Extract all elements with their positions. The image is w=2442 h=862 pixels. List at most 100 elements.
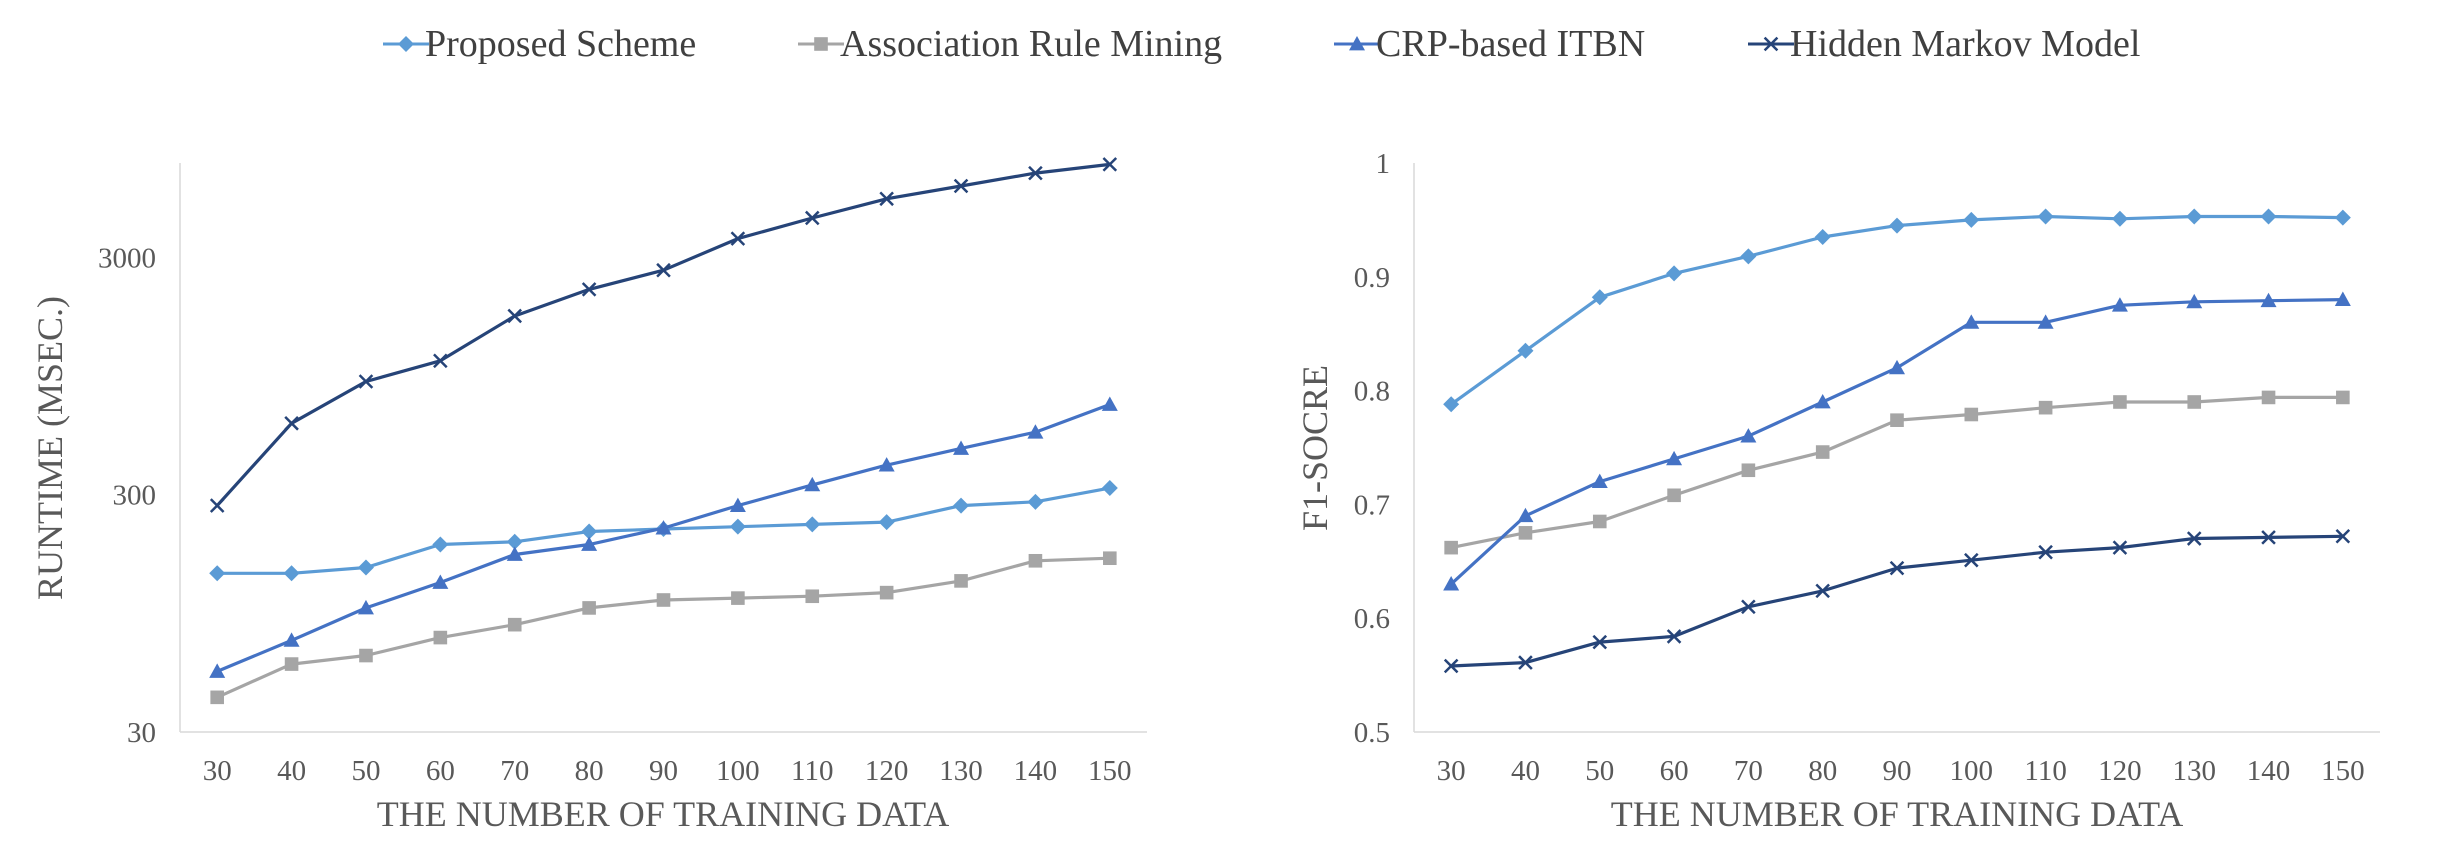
f1-data-point (1964, 407, 1979, 422)
runtime-data-point (954, 574, 968, 588)
f1-data-point (2112, 540, 2128, 555)
runtime-data-point (357, 559, 374, 576)
runtime-data-point (284, 415, 299, 431)
runtime-data-point (730, 231, 746, 246)
f1-series-crp-based-itbn (1443, 291, 2351, 591)
runtime-x-tick-label: 140 (1014, 755, 1058, 787)
runtime-x-tick-label: 130 (939, 755, 983, 787)
f1-data-point (1667, 488, 1681, 503)
runtime-data-point (507, 617, 522, 632)
runtime-series-proposed-scheme (209, 480, 1118, 582)
f1-x-ticks: 30 40 50 60 70 80 90 100 110 120 130 140 150 (1437, 755, 2365, 787)
runtime-data-point (1027, 493, 1044, 510)
runtime-y-tick-label: 3000 (98, 242, 156, 274)
f1-y-tick-label: 0.5 (1354, 717, 1390, 749)
runtime-data-point (1103, 551, 1117, 566)
runtime-data-point (805, 589, 820, 604)
runtime-x-tick-label: 50 (351, 755, 380, 787)
f1-x-tick-label: 110 (2024, 755, 2066, 787)
f1-x-tick-label: 30 (1437, 755, 1466, 787)
f1-data-point (2260, 208, 2277, 225)
runtime-data-point (1028, 165, 1043, 181)
f1-x-tick-label: 60 (1660, 755, 1689, 787)
runtime-x-tick-label: 90 (649, 755, 678, 787)
legend-label: Hidden Markov Model (1790, 23, 2140, 65)
f1-x-tick-label: 100 (1950, 755, 1994, 787)
f1-x-tick-label: 70 (1734, 755, 1763, 787)
runtime-data-point (878, 514, 895, 531)
f1-x-tick-label: 50 (1585, 755, 1614, 787)
runtime-x-tick-label: 80 (575, 755, 604, 787)
f1-data-point (2261, 530, 2276, 545)
f1-data-point (1591, 289, 1608, 306)
legend-item-association-rule-mining: Association Rule Mining (798, 23, 1222, 65)
x-icon (1763, 36, 1779, 52)
f1-data-point (1443, 396, 1460, 413)
legend-item-hidden-markov-model: Hidden Markov Model (1748, 23, 2140, 65)
f1-y-tick-label: 0.6 (1354, 603, 1390, 635)
f1-data-point (1740, 428, 1757, 443)
runtime-data-point (358, 374, 374, 389)
runtime-data-point (656, 262, 671, 278)
f1-y-tick-label: 0.9 (1354, 262, 1390, 294)
f1-x-tick-label: 150 (2321, 755, 2365, 787)
f1-data-point (1741, 599, 1756, 615)
runtime-data-point (656, 593, 671, 607)
runtime-data-point (506, 533, 523, 550)
f1-data-point (1443, 658, 1459, 674)
f1-data-point (1591, 473, 1608, 489)
f1-data-point (2261, 390, 2276, 405)
legend-label: Proposed Scheme (425, 23, 696, 65)
f1-series-line (1451, 534, 2343, 668)
runtime-data-point (1102, 157, 1118, 172)
runtime-data-point (729, 518, 746, 535)
f1-series (1443, 208, 2351, 674)
f1-y-tick-label: 0.8 (1354, 376, 1390, 408)
runtime-data-point (433, 353, 448, 369)
runtime-data-point (804, 210, 820, 226)
f1-data-point (1444, 540, 1458, 555)
f1-data-point (1741, 463, 1756, 478)
f1-data-point (1889, 217, 1905, 234)
triangle-icon (1349, 36, 1365, 51)
f1-data-point (2186, 208, 2203, 225)
runtime-data-point (729, 497, 746, 512)
runtime-data-point (953, 497, 970, 514)
runtime-chart: 30 300 3000 30 40 50 60 70 80 90 100 110 120 130 140 1… (30, 157, 1147, 834)
f1-data-point (1889, 560, 1905, 576)
f1-x-tick-label: 40 (1511, 755, 1540, 787)
runtime-data-point (209, 498, 225, 513)
runtime-data-point (284, 657, 299, 671)
runtime-x-tick-label: 100 (716, 755, 760, 787)
f1-data-point (1815, 445, 1830, 459)
runtime-y-tick-label: 300 (113, 480, 157, 512)
f1-series-line (1450, 298, 2343, 586)
runtime-data-point (209, 565, 226, 582)
runtime-data-point (506, 546, 523, 561)
runtime-x-axis-title: THE NUMBER OF TRAINING DATA (377, 794, 949, 834)
f1-x-tick-label: 140 (2247, 755, 2291, 787)
runtime-x-tick-label: 30 (203, 755, 232, 787)
f1-data-point (1592, 634, 1608, 650)
f1-data-point (2113, 395, 2127, 409)
runtime-x-tick-label: 150 (1088, 755, 1132, 787)
runtime-y-axis-title: RUNTIME (MSEC.) (30, 296, 70, 600)
runtime-data-point (283, 632, 300, 647)
f1-data-point (1814, 228, 1831, 245)
f1-x-axis-title: THE NUMBER OF TRAINING DATA (1611, 794, 2183, 834)
runtime-data-point (210, 690, 224, 705)
f1-data-point (1666, 450, 1683, 466)
runtime-data-point (731, 591, 745, 605)
runtime-x-tick-label: 120 (865, 755, 909, 787)
runtime-data-point (357, 599, 374, 615)
f1-series-hidden-markov-model (1443, 528, 2351, 674)
legend-label: Association Rule Mining (840, 23, 1222, 65)
runtime-series-hidden-markov-model (209, 157, 1118, 513)
legend-item-proposed-scheme: Proposed Scheme (383, 23, 696, 65)
f1-data-point (1964, 552, 1979, 568)
f1-x-tick-label: 130 (2172, 755, 2216, 787)
runtime-series (209, 157, 1118, 705)
runtime-data-point (507, 308, 523, 324)
f1-x-tick-label: 90 (1883, 755, 1912, 787)
